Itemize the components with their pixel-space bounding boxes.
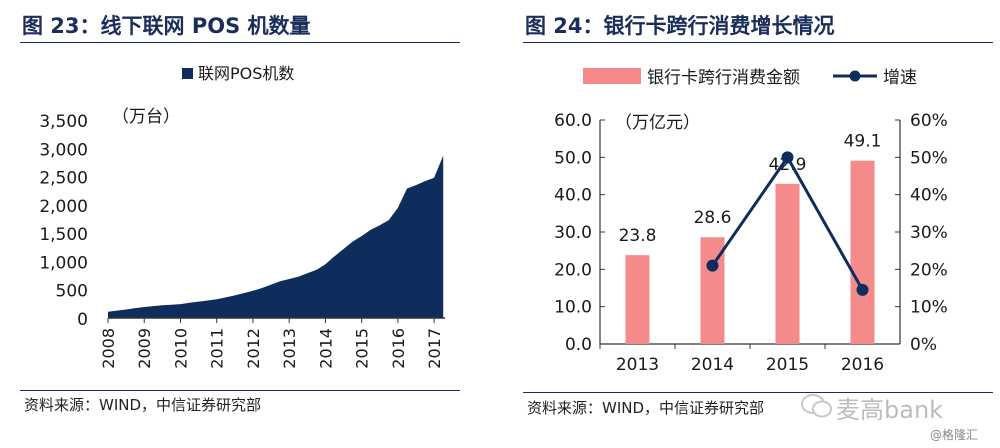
x-tick-label: 2009 [135,328,154,369]
y-left-tick-label: 0.0 [565,335,592,355]
left-source-rule [20,390,460,391]
right-source-rule [523,392,993,393]
x-tick-label: 2010 [171,328,190,369]
y-left-tick-label: 60.0 [554,111,592,131]
growth-point [856,283,869,296]
bar-2013 [625,255,650,344]
growth-point [781,151,794,164]
y-left-tick-label: 50.0 [554,148,592,168]
wechat-icon [801,394,832,418]
legend-swatch-pos [182,68,193,79]
x-tick-label: 2017 [425,328,444,369]
x-tick-label: 2008 [99,328,118,369]
x-tick-label: 2011 [208,328,227,369]
y-tick-label: 3,000 [39,140,88,160]
pos-area-series [108,155,444,318]
y-left-tick-label: 20.0 [554,260,592,280]
y-tick-label: 2,500 [39,169,88,189]
y-tick-label: 2,000 [39,197,88,217]
y-left-tick-label: 40.0 [554,186,592,206]
bar-2016 [850,160,875,344]
y-left-tick-label: 30.0 [554,223,592,243]
legend-label-bar: 银行卡跨行消费金额 [647,68,800,88]
x-tick-label: 2014 [691,355,734,375]
y-right-tick-label: 30% [910,223,948,243]
left-source-text: 资料来源：WIND，中信证券研究部 [24,396,262,414]
x-tick-label: 2014 [316,328,335,369]
left-figure: 图 23：线下联网 POS 机数量 联网POS机数 （万台） 0 500 1,000 1,… [0,0,470,448]
y-tick-label: 1,500 [39,225,88,245]
y-right-tick-label: 50% [910,148,948,168]
x-tick-label: 2016 [841,355,884,375]
bar-value-label: 28.6 [694,208,732,228]
right-figure-title: 图 24：银行卡跨行消费增长情况 [525,14,835,38]
legend-swatch-bar [583,68,641,84]
bar-2015 [775,183,800,344]
y-right-tick-label: 40% [910,186,948,206]
unit-label: （万亿元） [615,113,700,133]
right-title-rule [523,42,993,43]
y-right-tick-label: 10% [910,298,948,318]
legend-marker-line [849,70,861,82]
y-left-tick-label: 10.0 [554,298,592,318]
x-tick-label: 2016 [389,328,408,369]
card-spending-combo-chart: 银行卡跨行消费金额 增速 （万亿元） 0.0 10.0 20.0 30.0 40.0 50.0 6… [554,68,948,375]
x-tick-label: 2013 [280,328,299,369]
legend-label-pos: 联网POS机数 [198,64,294,83]
left-figure-title: 图 23：线下联网 POS 机数量 [22,14,311,38]
watermark-handle: @格隆汇 [930,428,979,442]
bar-value-label: 23.8 [619,226,657,246]
x-tick-label: 2013 [616,355,659,375]
watermark-brand: 麦高bank [836,396,944,424]
y-tick-label: 500 [56,282,88,302]
x-tick-label: 2015 [766,355,809,375]
legend-label-line: 增速 [883,68,917,88]
y-right-tick-label: 20% [910,260,948,280]
y-right-tick-label: 60% [910,111,948,131]
x-tick-label: 2012 [244,328,263,369]
y-tick-label: 1,000 [39,253,88,273]
pos-area-chart: 联网POS机数 （万台） 0 500 1,000 1,500 2,000 2,500 3,000… [39,64,445,369]
left-title-rule [20,42,460,43]
growth-point [706,259,719,272]
y-right-tick-label: 0% [910,335,937,355]
y-tick-label: 0 [77,310,88,330]
right-figure: 图 24：银行卡跨行消费增长情况 银行卡跨行消费金额 增速 （万亿元） 0.0 10.0… [515,0,1000,448]
unit-label: （万台） [112,107,180,127]
y-tick-label: 3,500 [39,112,88,132]
right-source-text: 资料来源：WIND，中信证券研究部 [527,399,765,417]
x-tick-label: 2015 [353,328,372,369]
bar-value-label: 49.1 [844,132,882,152]
